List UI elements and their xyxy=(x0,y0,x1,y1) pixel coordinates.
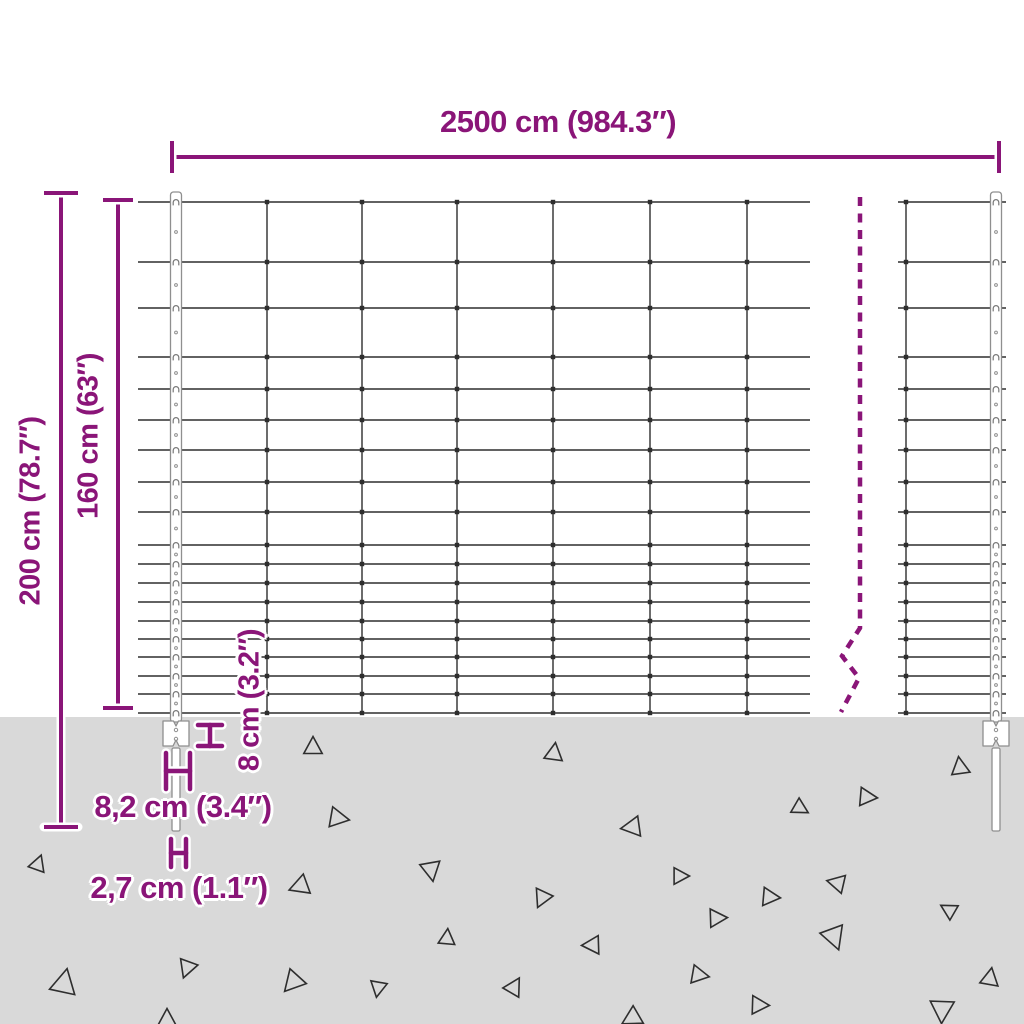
total-height-dimension-label: 200 cm (78.7″) xyxy=(14,416,47,606)
bottom-wire-spacing-label: 8 cm (3.2″) xyxy=(233,628,266,772)
ground-spike-width-label: 2,7 cm (1.1″) xyxy=(90,870,268,905)
width-dimension-label: 2500 cm (984.3″) xyxy=(439,104,677,139)
anchor-plate-width-label: 8,2 cm (3.4″) xyxy=(94,789,272,824)
mesh-height-dimension-label: 160 cm (63″) xyxy=(72,353,105,519)
